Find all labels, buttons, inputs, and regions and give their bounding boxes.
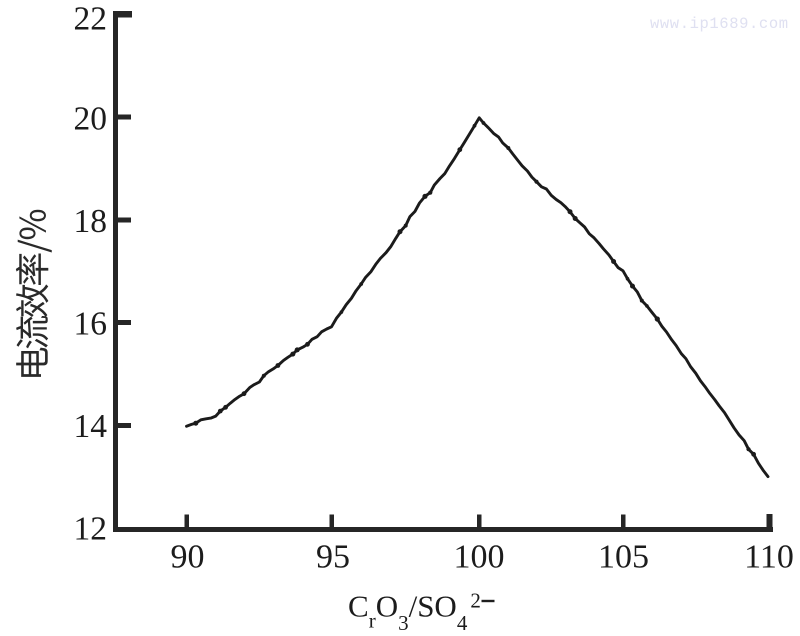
svg-text:105: 105 bbox=[598, 539, 649, 576]
svg-text:16: 16 bbox=[74, 306, 108, 343]
svg-text:110: 110 bbox=[744, 539, 794, 576]
svg-text:www.ip1689.com: www.ip1689.com bbox=[650, 15, 789, 33]
svg-text:90: 90 bbox=[171, 539, 205, 576]
svg-text:12: 12 bbox=[74, 511, 108, 548]
svg-text:20: 20 bbox=[74, 101, 108, 138]
svg-text:100: 100 bbox=[454, 539, 505, 576]
svg-text:14: 14 bbox=[74, 408, 108, 445]
svg-text:22: 22 bbox=[74, 1, 108, 38]
svg-text:18: 18 bbox=[74, 203, 108, 240]
svg-text:95: 95 bbox=[316, 539, 350, 576]
